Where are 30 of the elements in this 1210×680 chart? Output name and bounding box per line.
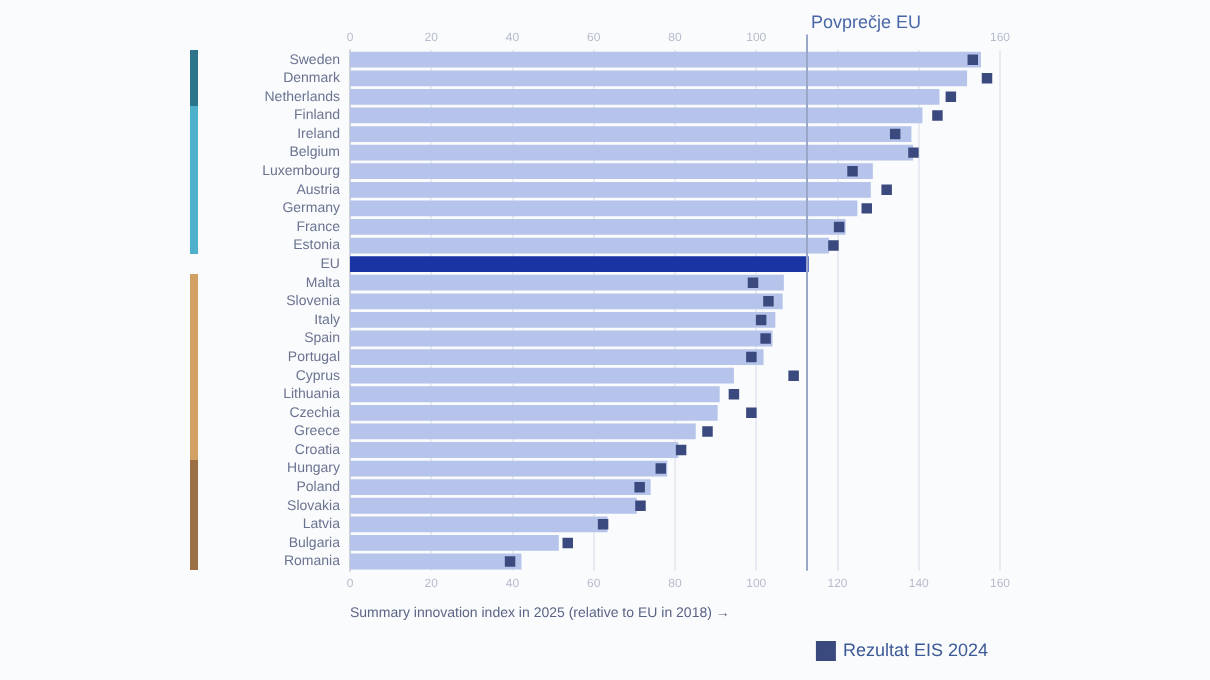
point (634, 481, 645, 493)
point (881, 184, 892, 196)
legend-label: Rezultat EIS 2024 (842, 639, 988, 660)
point (728, 388, 740, 400)
point (635, 500, 646, 511)
point (746, 407, 757, 419)
point (908, 147, 919, 158)
point (597, 519, 609, 530)
point (833, 221, 845, 233)
point (981, 73, 993, 84)
point (746, 351, 757, 363)
point (828, 240, 839, 251)
point (755, 314, 767, 326)
point (675, 444, 687, 456)
point (861, 203, 872, 214)
point (562, 537, 573, 549)
point (747, 277, 759, 288)
point (945, 91, 957, 103)
point (967, 54, 979, 65)
point (932, 110, 943, 121)
point (504, 556, 516, 567)
point (655, 463, 667, 474)
bar (350, 256, 809, 273)
point (760, 333, 771, 344)
point (889, 128, 901, 140)
point (788, 370, 799, 381)
ref-line-label: Povprečje EU (811, 12, 922, 33)
point (763, 296, 774, 307)
point (847, 165, 858, 177)
point (702, 426, 713, 437)
